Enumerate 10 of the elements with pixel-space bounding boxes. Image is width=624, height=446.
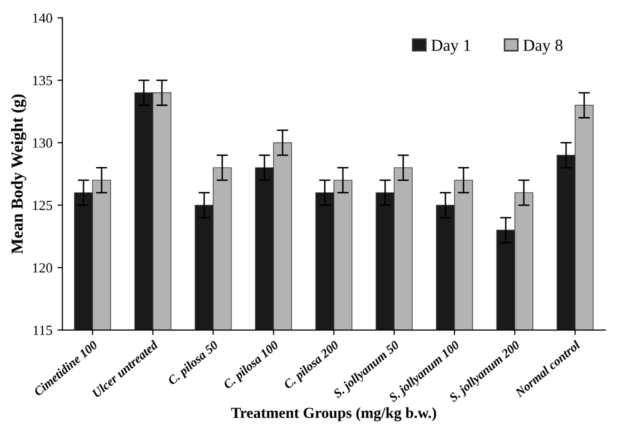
y-axis-title: Mean Body Weight (g): [11, 94, 26, 254]
y-tick-label: 120: [33, 263, 52, 273]
y-tick-label: 135: [33, 76, 52, 86]
y-tick-label: 140: [33, 13, 52, 23]
legend-label: Day 1: [431, 40, 470, 54]
x-axis-title: Treatment Groups (mg/kg b.w.): [231, 407, 436, 422]
legend-label: Day 8: [523, 40, 562, 54]
y-tick-label: 115: [34, 326, 52, 335]
y-tick-label: 125: [33, 200, 52, 210]
y-tick-label: 130: [33, 138, 52, 148]
